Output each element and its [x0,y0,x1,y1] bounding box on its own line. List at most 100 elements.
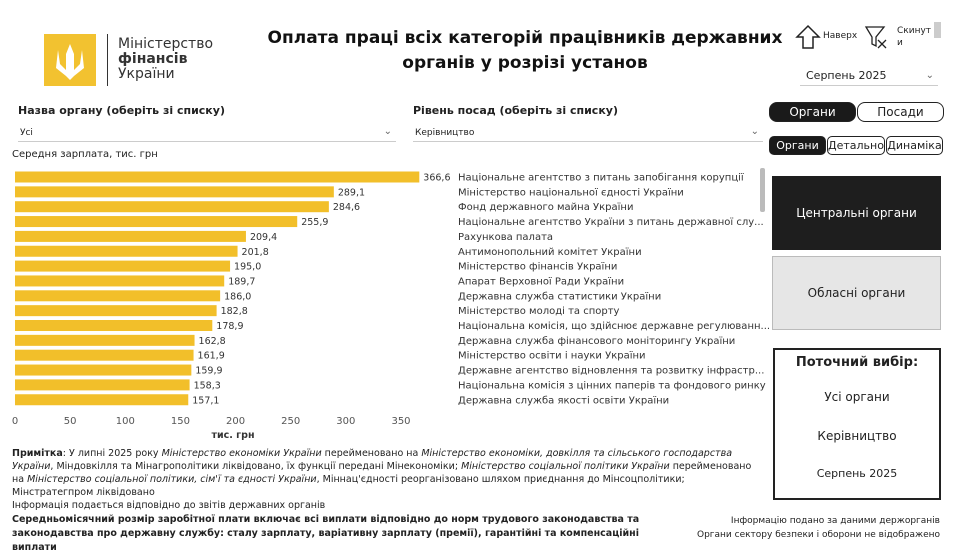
scrollbar [760,168,765,212]
chart: 366,6 Національне агентство з питань запо… [12,171,770,441]
bar [15,201,329,213]
category-label: Рахункова палата [458,232,553,243]
category-label: Міністерство національної єдності Україн… [458,186,684,198]
category-label: Міністерство молоді та спорту [458,305,620,317]
category-label: Державна служба фінансового моніторингу … [458,335,735,347]
value-label: 289,1 [338,187,365,198]
tab-button[interactable]: Органи [769,102,856,122]
current-selection: Поточний вибір: Усі органи Керівництво С… [773,348,941,500]
note: Примітка: У липні 2025 року Міністерство… [12,447,762,512]
value-label: 158,3 [194,380,221,391]
category-label: Національна комісія, що здійснює державн… [458,320,770,332]
bar [15,275,225,287]
x-tick-label: 0 [12,416,18,427]
filter-dropdown[interactable]: Усі ⌄ [18,125,396,142]
up-link[interactable]: Наверх [823,31,858,41]
period-dropdown[interactable]: Серпень 2025 ⌄ [800,66,938,86]
bar [15,334,195,346]
chart-subtitle: Середня зарплата, тис. грн [12,149,158,160]
regional-button[interactable]: Обласні органи [772,256,941,330]
period-value: Серпень 2025 [806,69,887,82]
scroll-stub [934,22,941,38]
bar [15,305,217,317]
reset-text: и [897,38,903,48]
category-label: Міністерство фінансів України [458,261,617,273]
note-part: Міністерство соціальної політики, сім'ї … [27,474,317,485]
footer-source: Інформацію подано за даними держорганів … [697,514,940,542]
note-part: : У липні 2025 року [62,448,162,459]
selection-item: Керівництво [817,429,897,443]
bar [15,394,189,406]
note-part: , Міннац'єдності реорганізовано шляхом п… [12,474,685,498]
bar [15,349,194,361]
value-label: 161,9 [198,351,225,362]
value-label: 255,9 [301,217,328,228]
x-tick-label: 100 [116,416,135,427]
category-label: Національне агентство з питань запобіган… [458,172,744,184]
bar [15,245,238,257]
tab-button[interactable]: Органи [769,136,826,155]
category-label: Фонд державного майна України [458,202,633,213]
note-part: Примітка [12,448,63,459]
logo-line1: Міністерство [118,36,214,52]
value-label: 201,8 [242,247,269,258]
tab-button[interactable]: Динаміка [886,136,943,155]
note-part: перейменовано на [12,461,752,485]
tab-button[interactable]: Посади [857,102,944,122]
reset-link[interactable]: Скинут и [897,25,931,49]
note-part: перейменовано на [321,448,422,459]
category-label: Антимонопольний комітет України [458,246,642,258]
x-tick-label: 50 [64,416,77,427]
logo-line2: фінансів [118,51,188,67]
note-part: Міністерство економіки, довкілля та сіль… [12,448,733,472]
value-label: 178,9 [216,321,243,332]
filter-label: Рівень посад (оберіть зі списку) [413,104,618,117]
footer-source-line: Органи сектору безпеки і оборони не відо… [696,530,940,540]
page-title: Оплата праці всіх категорій працівників … [267,28,783,73]
bar [15,290,221,302]
category-label: Державне агентство відновлення та розвит… [458,365,764,377]
x-tick-label: 350 [391,416,410,427]
note-part: , Міндовкілля та Мінагрополітики ліквідо… [50,461,462,472]
central-button[interactable]: Центральні органи [772,176,941,250]
x-axis-title: тис. грн [211,430,254,441]
value-label: 189,7 [228,276,255,287]
x-tick-label: 200 [226,416,245,427]
bar [15,320,213,331]
note-part: Міністерство соціальної політики України [461,461,670,472]
category-label: Національне агентство України з питань д… [458,216,764,228]
filter-label: Назва органу (оберіть зі списку) [18,104,225,117]
footer-definition: Середньомісячний розмір заробітної плати… [12,514,640,553]
category-label: Державна служба якості освіти України [458,394,669,406]
reset-icon[interactable] [864,24,888,50]
selection-item: Серпень 2025 [816,467,898,480]
bar [15,171,420,183]
value-label: 195,0 [234,262,261,273]
value-label: 157,1 [192,395,219,406]
tab-button[interactable]: Детально [827,136,885,155]
bar [15,364,192,376]
x-tick-label: 150 [171,416,190,427]
filter-value: Усі [20,128,33,138]
value-label: 366,6 [423,173,450,184]
filter-dropdown[interactable]: Керівництво ⌄ [413,125,763,142]
value-label: 186,0 [224,291,251,302]
category-label: Національна комісія з цінних паперів та … [458,379,766,391]
bar [15,186,334,198]
note-part: Міністерство економіки України [161,448,322,459]
x-tick-label: 300 [336,416,355,427]
up-icon[interactable] [795,24,821,50]
bar [15,230,246,242]
note-source: Інформація подається відповідно до звіті… [12,500,326,511]
footer-source-line: Інформацію подано за даними держорганів [730,516,940,526]
category-label: Міністерство освіти і науки України [458,350,646,362]
bar [15,216,298,228]
value-label: 209,4 [250,232,277,243]
bar [15,379,190,391]
category-label: Державна служба статистики України [458,291,661,302]
bar [15,260,231,272]
x-tick-label: 250 [281,416,300,427]
selection-item: Усі органи [824,390,890,404]
value-label: 162,8 [199,336,226,347]
